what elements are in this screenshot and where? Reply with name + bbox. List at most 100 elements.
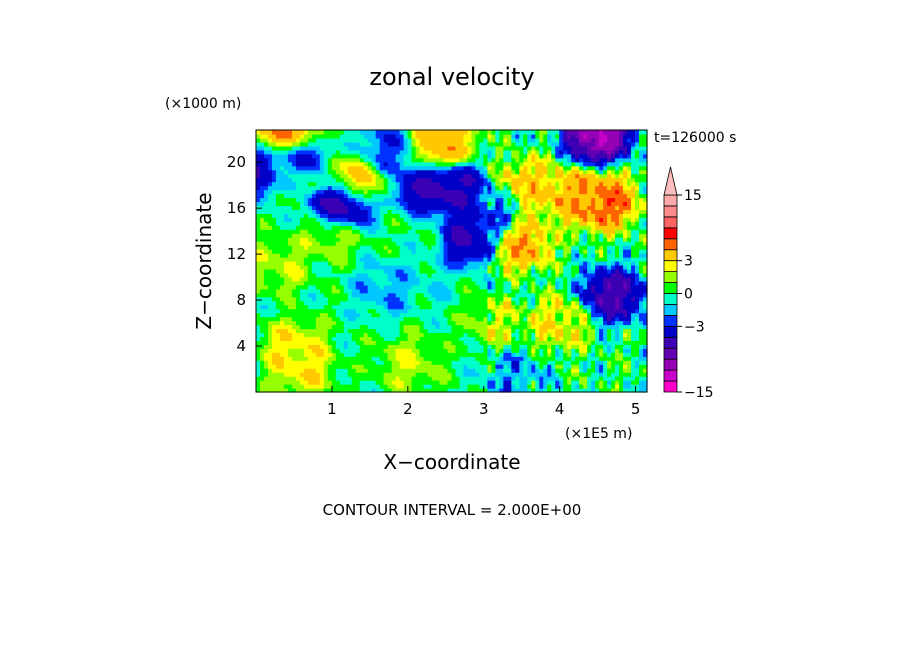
field-cell: [495, 312, 500, 318]
field-cell: [511, 145, 516, 151]
field-cell: [339, 201, 345, 207]
field-cell: [419, 264, 425, 270]
field-cell: [263, 221, 269, 226]
field-cell: [347, 380, 353, 385]
field-cell: [379, 352, 385, 357]
field-cell: [503, 233, 508, 238]
field-cell: [319, 288, 325, 294]
field-cell: [511, 316, 516, 322]
field-cell: [256, 300, 261, 306]
field-cell: [351, 201, 357, 207]
field-cell: [423, 165, 429, 171]
field-cell: [487, 249, 492, 254]
field-cell: [499, 288, 504, 294]
field-cell: [279, 344, 285, 349]
field-cell: [443, 130, 449, 135]
field-cell: [279, 165, 285, 171]
field-cell: [455, 197, 461, 203]
field-cell: [507, 245, 512, 250]
field-cell: [275, 197, 281, 203]
field-cell: [291, 320, 297, 326]
field-cell: [431, 181, 437, 187]
field-cell: [259, 261, 265, 266]
field-cell: [503, 241, 508, 246]
field-cell: [471, 368, 477, 373]
field-cell: [256, 276, 261, 282]
field-cell: [311, 133, 317, 139]
field-cell: [407, 237, 413, 242]
field-cell: [507, 368, 512, 373]
field-cell: [307, 340, 313, 345]
field-cell: [371, 364, 377, 369]
field-cell: [343, 364, 349, 369]
field-cell: [367, 292, 373, 298]
field-cell: [411, 316, 417, 322]
field-cell: [527, 149, 532, 155]
field-cell: [275, 288, 281, 294]
field-cell: [319, 141, 325, 147]
field-cell: [311, 213, 317, 218]
field-cell: [383, 241, 389, 246]
field-cell: [479, 356, 485, 361]
field-cell: [531, 217, 536, 222]
field-cell: [439, 221, 445, 226]
field-cell: [439, 292, 445, 298]
field-cell: [399, 181, 405, 187]
field-cell: [499, 193, 504, 199]
field-cell: [515, 201, 520, 207]
field-cell: [539, 153, 544, 159]
field-cell: [487, 268, 492, 274]
field-cell: [339, 388, 345, 393]
field-cell: [303, 177, 309, 183]
field-cell: [383, 173, 389, 179]
field-cell: [439, 177, 445, 183]
field-cell: [359, 193, 365, 199]
field-cell: [299, 185, 305, 191]
field-cell: [283, 340, 289, 345]
field-cell: [515, 241, 520, 246]
field-cell: [543, 324, 548, 330]
field-cell: [455, 332, 461, 338]
field-cell: [543, 161, 548, 167]
field-cell: [351, 384, 357, 389]
field-cell: [267, 137, 273, 143]
field-cell: [367, 130, 373, 135]
field-cell: [319, 169, 325, 175]
field-cell: [351, 336, 357, 341]
field-cell: [347, 316, 353, 322]
field-cell: [256, 145, 261, 151]
field-cell: [407, 356, 413, 361]
field-cell: [415, 225, 421, 230]
field-cell: [347, 130, 353, 135]
field-cell: [471, 137, 477, 143]
field-cell: [479, 364, 485, 369]
field-cell: [487, 296, 492, 302]
field-cell: [447, 157, 453, 163]
field-cell: [395, 324, 401, 330]
field-cell: [415, 217, 421, 222]
field-cell: [383, 336, 389, 341]
field-cell: [447, 296, 453, 302]
field-cell: [535, 245, 540, 250]
field-cell: [423, 149, 429, 155]
field-cell: [315, 320, 321, 326]
field-cell: [395, 157, 401, 163]
field-cell: [503, 229, 508, 234]
field-cell: [479, 336, 485, 341]
field-cell: [263, 177, 269, 183]
field-cell: [503, 130, 508, 135]
field-cell: [415, 253, 421, 258]
field-cell: [291, 272, 297, 278]
field-cell: [303, 288, 309, 294]
field-cell: [523, 304, 528, 310]
field-cell: [407, 324, 413, 330]
field-cell: [527, 177, 532, 183]
field-cell: [551, 284, 556, 290]
field-cell: [551, 181, 556, 187]
field-cell: [503, 300, 508, 306]
field-cell: [299, 145, 305, 151]
field-cell: [439, 324, 445, 330]
field-cell: [371, 161, 377, 167]
field-cell: [491, 324, 496, 330]
field-cell: [551, 137, 556, 143]
